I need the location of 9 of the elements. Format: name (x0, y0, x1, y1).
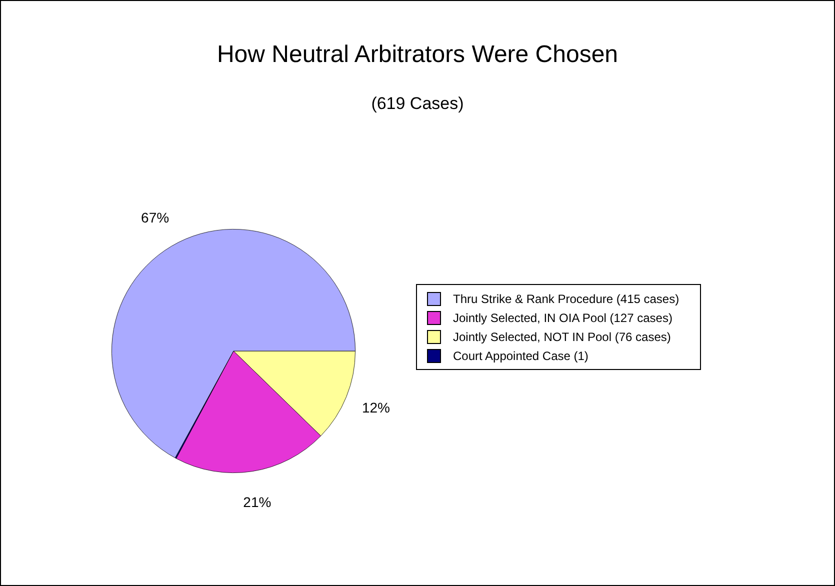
data-label: 12% (362, 400, 390, 416)
chart-title: How Neutral Arbitrators Were Chosen (216, 41, 620, 69)
legend-label: Thru Strike & Rank Procedure (415 cases) (453, 292, 680, 306)
data-label: 67% (141, 210, 170, 226)
legend-label: Court Appointed Case (1) (453, 348, 588, 362)
legend-label: Jointly Selected, IN OIA Pool (127 cases) (453, 310, 672, 324)
data-label: 21% (243, 494, 272, 510)
chart-subtitle: (619 Cases) (370, 94, 465, 114)
legend-label: Jointly Selected, NOT IN Pool (76 cases) (453, 330, 671, 344)
